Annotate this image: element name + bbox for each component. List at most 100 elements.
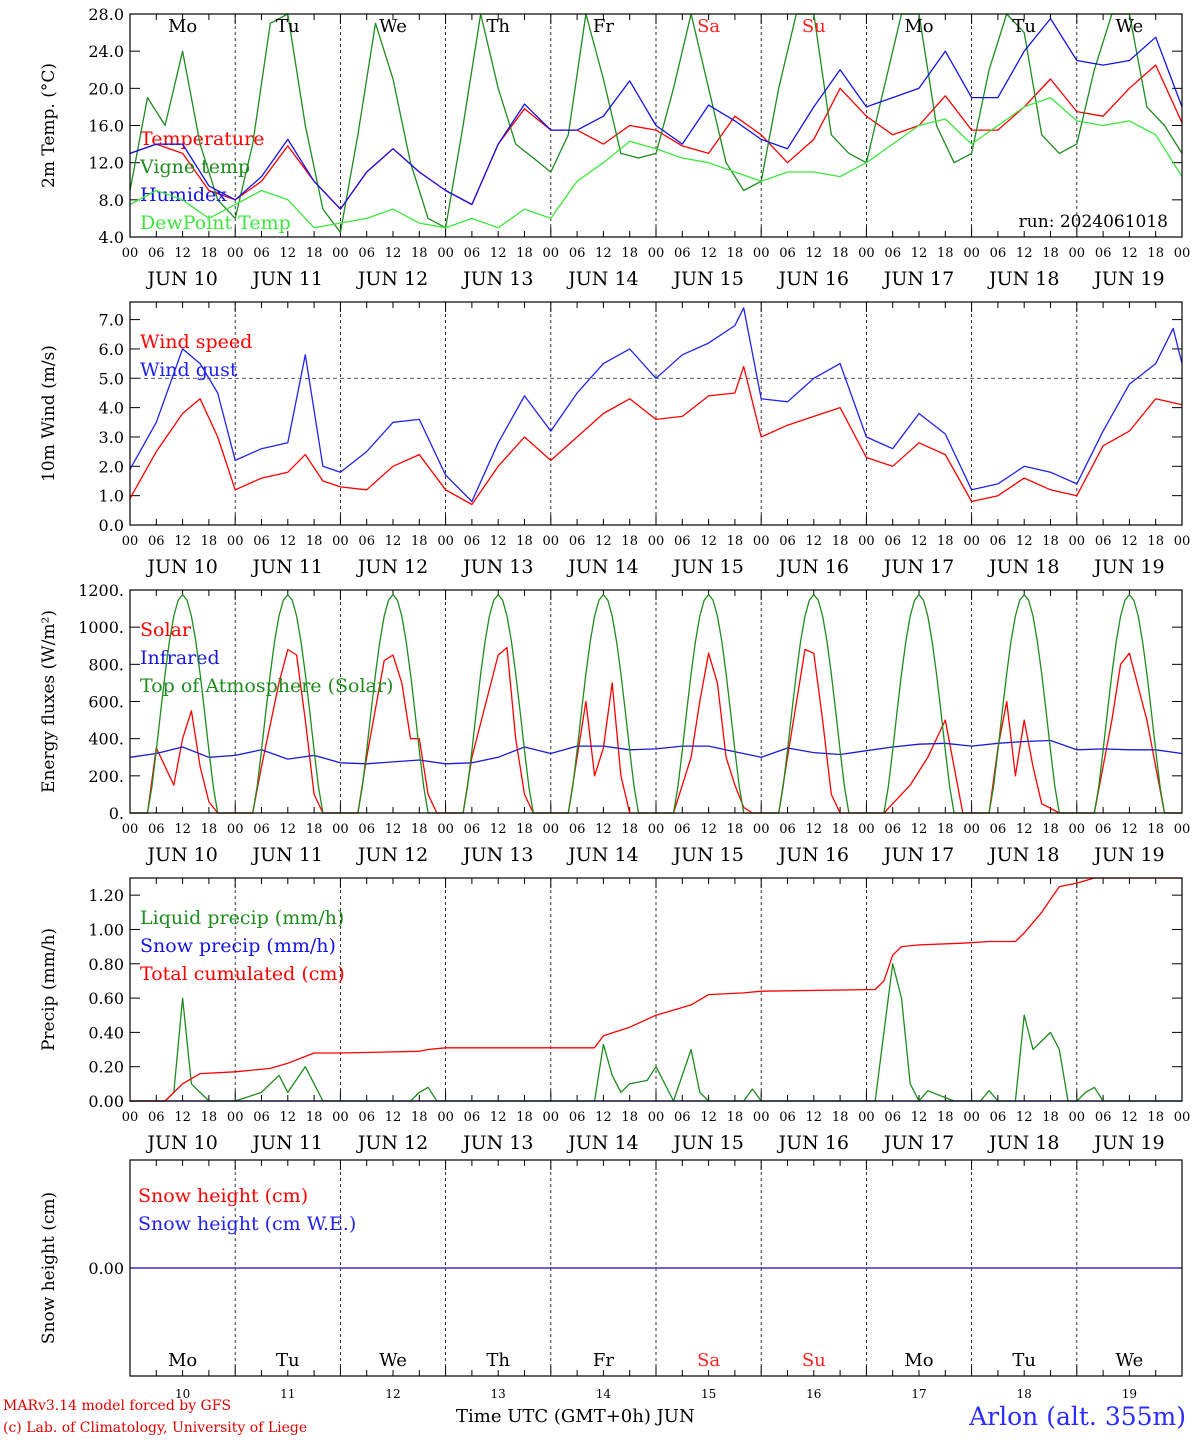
hour-label: 12 [490, 246, 507, 261]
hour-label: 18 [621, 822, 638, 837]
y-tick-label: 12.0 [88, 154, 124, 173]
hour-label: 12 [385, 246, 402, 261]
hour-label: 06 [1095, 534, 1112, 549]
legend-entry: Snow height (cm) [138, 1185, 308, 1207]
hour-label: 00 [753, 534, 770, 549]
legend-entry: Vigne temp [139, 156, 250, 178]
series-line [130, 963, 1182, 1102]
date-label: JUN 13 [461, 844, 533, 866]
date-label: JUN 14 [566, 1132, 638, 1154]
hour-label: 06 [464, 246, 481, 261]
y-axis-title: Precip (mm/h) [39, 928, 59, 1051]
hour-label: 06 [358, 1110, 375, 1125]
date-label: JUN 12 [356, 556, 428, 578]
hour-label: 18 [306, 246, 323, 261]
hour-label: 12 [911, 822, 928, 837]
date-label: JUN 13 [461, 556, 533, 578]
hour-label: 12 [280, 1110, 297, 1125]
hour-label: 18 [832, 246, 849, 261]
date-label: JUN 17 [882, 1132, 954, 1154]
hour-label: 12 [490, 534, 507, 549]
hour-label: 06 [464, 1110, 481, 1125]
date-label: JUN 18 [987, 268, 1059, 290]
date-label: JUN 13 [461, 268, 533, 290]
hour-label: 12 [806, 822, 823, 837]
legend-entry: Temperature [140, 128, 264, 150]
y-tick-label: 20.0 [88, 79, 124, 98]
y-tick-label: 5.0 [99, 369, 124, 388]
hour-label: 18 [516, 246, 533, 261]
date-label: JUN 15 [671, 556, 743, 578]
hour-label: 18 [411, 534, 428, 549]
hour-label: 12 [1016, 1110, 1033, 1125]
date-label: JUN 18 [987, 556, 1059, 578]
y-tick-label: 1.0 [99, 487, 124, 506]
hour-label: 00 [648, 822, 665, 837]
weekday-label: Su [802, 16, 826, 37]
panel-1: 4.0 8.0 12.0 16.0 20.0 24.0 28.0 2m Temp. (°C) T… [39, 5, 1190, 290]
hour-label: 00 [122, 1110, 139, 1125]
day-number: 13 [491, 1387, 506, 1401]
date-label: JUN 14 [566, 844, 638, 866]
legend-entry: Wind gust [140, 359, 238, 381]
weekday-label: We [1116, 1350, 1144, 1371]
hour-label: 18 [832, 1110, 849, 1125]
legend-entry: Liquid precip (mm/h) [140, 907, 344, 929]
series-line [130, 877, 1182, 1102]
weekday-label: Fr [593, 16, 614, 37]
series-line [129, 17, 1183, 210]
hour-label: 18 [201, 246, 218, 261]
hour-label: 18 [832, 534, 849, 549]
hour-label: 12 [385, 1110, 402, 1125]
hour-label: 12 [806, 246, 823, 261]
hour-label: 18 [621, 534, 638, 549]
hour-label: 06 [253, 246, 270, 261]
date-label: JUN 17 [882, 556, 954, 578]
hour-label: 06 [148, 1110, 165, 1125]
hour-label: 00 [858, 534, 875, 549]
hour-label: 06 [779, 534, 796, 549]
hour-label: 12 [174, 246, 191, 261]
y-tick-label: 0.00 [88, 1259, 124, 1278]
day-number: 16 [806, 1387, 821, 1401]
y-tick-label: 600. [88, 693, 124, 712]
hour-label: 00 [122, 534, 139, 549]
hour-label: 18 [1042, 246, 1059, 261]
date-label: JUN 10 [145, 1132, 217, 1154]
panel-frame [129, 1159, 1183, 1377]
y-tick-label: 7.0 [99, 311, 124, 330]
panel-5: 0.00 Snow height (cm) Snow height (cm) Snow… [39, 1159, 1183, 1401]
hour-label: 18 [201, 822, 218, 837]
weekday-label: Mo [904, 1350, 933, 1371]
hour-label: 12 [1121, 534, 1138, 549]
y-tick-label: 2.0 [99, 457, 124, 476]
hour-label: 12 [1016, 246, 1033, 261]
hour-label: 18 [937, 822, 954, 837]
date-label: JUN 16 [777, 268, 849, 290]
y-tick-label: 28.0 [88, 5, 124, 24]
y-axis-title: 2m Temp. (°C) [39, 63, 59, 188]
panel-4: 0.00 0.20 0.40 0.60 0.80 1.00 1.20 Precip (mm/h… [39, 877, 1190, 1154]
hour-label: 06 [990, 822, 1007, 837]
hour-label: 18 [1147, 1110, 1164, 1125]
hour-label: 18 [411, 822, 428, 837]
hour-label: 00 [963, 1110, 980, 1125]
weekday-label: Su [802, 1350, 826, 1371]
hour-label: 06 [253, 1110, 270, 1125]
hour-label: 12 [806, 1110, 823, 1125]
hour-label: 18 [201, 1110, 218, 1125]
legend-entry: Humidex [140, 184, 227, 206]
hour-label: 06 [569, 822, 586, 837]
hour-label: 12 [174, 822, 191, 837]
weekday-label: Th [486, 16, 510, 37]
hour-label: 12 [385, 822, 402, 837]
date-label: JUN 10 [145, 844, 217, 866]
y-axis-title: Energy fluxes (W/m²) [39, 610, 59, 793]
date-label: JUN 10 [145, 556, 217, 578]
hour-label: 06 [464, 534, 481, 549]
hour-label: 00 [753, 246, 770, 261]
hour-label: 00 [1069, 1110, 1086, 1125]
date-label: JUN 11 [251, 844, 323, 866]
hour-label: 12 [700, 534, 717, 549]
